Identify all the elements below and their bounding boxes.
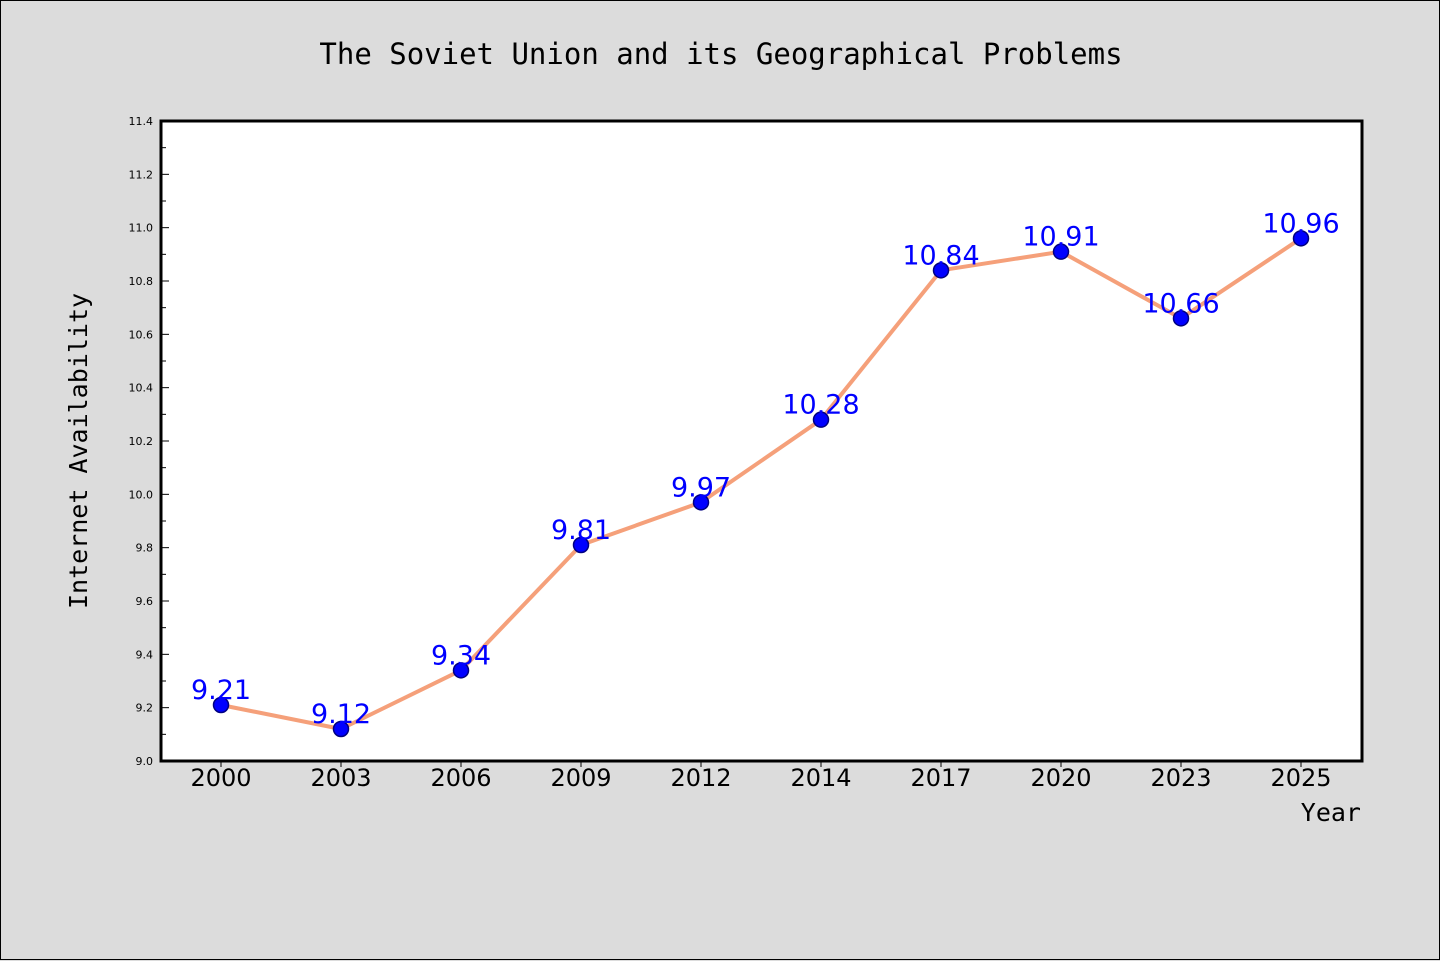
y-tick-label: 9.4 (136, 648, 154, 661)
markers-layer (212, 230, 1310, 738)
y-tick-label: 11.4 (129, 115, 154, 128)
data-label: 9.34 (431, 640, 491, 671)
data-point (692, 494, 710, 511)
data-label: 9.81 (551, 515, 611, 546)
y-tick-label: 11.2 (129, 168, 154, 181)
x-tick-label: 2000 (190, 764, 251, 792)
x-tick-label: 2025 (1270, 764, 1331, 792)
y-tick-label: 9.8 (136, 542, 154, 555)
data-label: 9.97 (671, 472, 731, 503)
y-axis: 9.0 9.2 9.4 9.6 9.8 10.0 10.2 10.4 10.6 10.8 11.0 1… (129, 115, 169, 768)
data-point (452, 662, 470, 679)
chart-title: The Soviet Union and its Geographical Pr… (319, 37, 1122, 71)
y-tick-label: 9.2 (136, 702, 154, 715)
data-label: 10.96 (1262, 208, 1339, 239)
data-point (1292, 230, 1310, 247)
data-label: 10.84 (902, 240, 979, 271)
y-tick-label: 9.0 (136, 755, 154, 768)
series-layer (220, 236, 1303, 731)
data-point (932, 262, 950, 279)
data-point (1052, 243, 1070, 260)
data-label: 9.21 (191, 675, 251, 706)
y-axis-label: Internet Availability (64, 293, 93, 609)
x-tick-label: 2017 (910, 764, 971, 792)
data-point (212, 696, 230, 714)
plot-area (159, 119, 1364, 763)
data-label: 10.28 (782, 390, 859, 421)
data-point (572, 536, 590, 554)
series-line (220, 236, 1303, 731)
y-tick-label: 10.2 (129, 435, 154, 448)
x-tick-label: 2012 (670, 764, 731, 792)
y-tick-label: 10.8 (129, 275, 154, 288)
y-tick-label: 10.0 (129, 488, 154, 501)
x-axis-label: Year (1301, 798, 1361, 827)
x-tick-label: 2006 (430, 764, 491, 792)
x-tick-label: 2009 (550, 764, 611, 792)
data-point (1172, 310, 1190, 327)
x-tick-label: 2003 (310, 764, 371, 792)
x-axis: 2000 2003 2006 2009 2012 2014 2017 2020 2023 2025 (190, 761, 1332, 792)
x-tick-label: 2014 (790, 764, 851, 792)
data-label: 9.12 (311, 699, 371, 730)
y-tick-label: 10.4 (129, 382, 154, 395)
data-labels: 9.21 9.12 9.34 9.81 9.97 10.28 10.84 10.91 10.66… (191, 208, 1340, 730)
data-point (332, 720, 350, 738)
data-label: 10.66 (1142, 288, 1219, 319)
y-tick-label: 11.0 (129, 222, 154, 235)
x-tick-label: 2020 (1030, 764, 1091, 792)
x-tick-label: 2023 (1150, 764, 1211, 792)
y-tick-label: 9.6 (136, 595, 154, 608)
data-label: 10.91 (1022, 222, 1099, 253)
y-tick-label: 10.6 (129, 328, 154, 341)
data-point (812, 411, 830, 428)
